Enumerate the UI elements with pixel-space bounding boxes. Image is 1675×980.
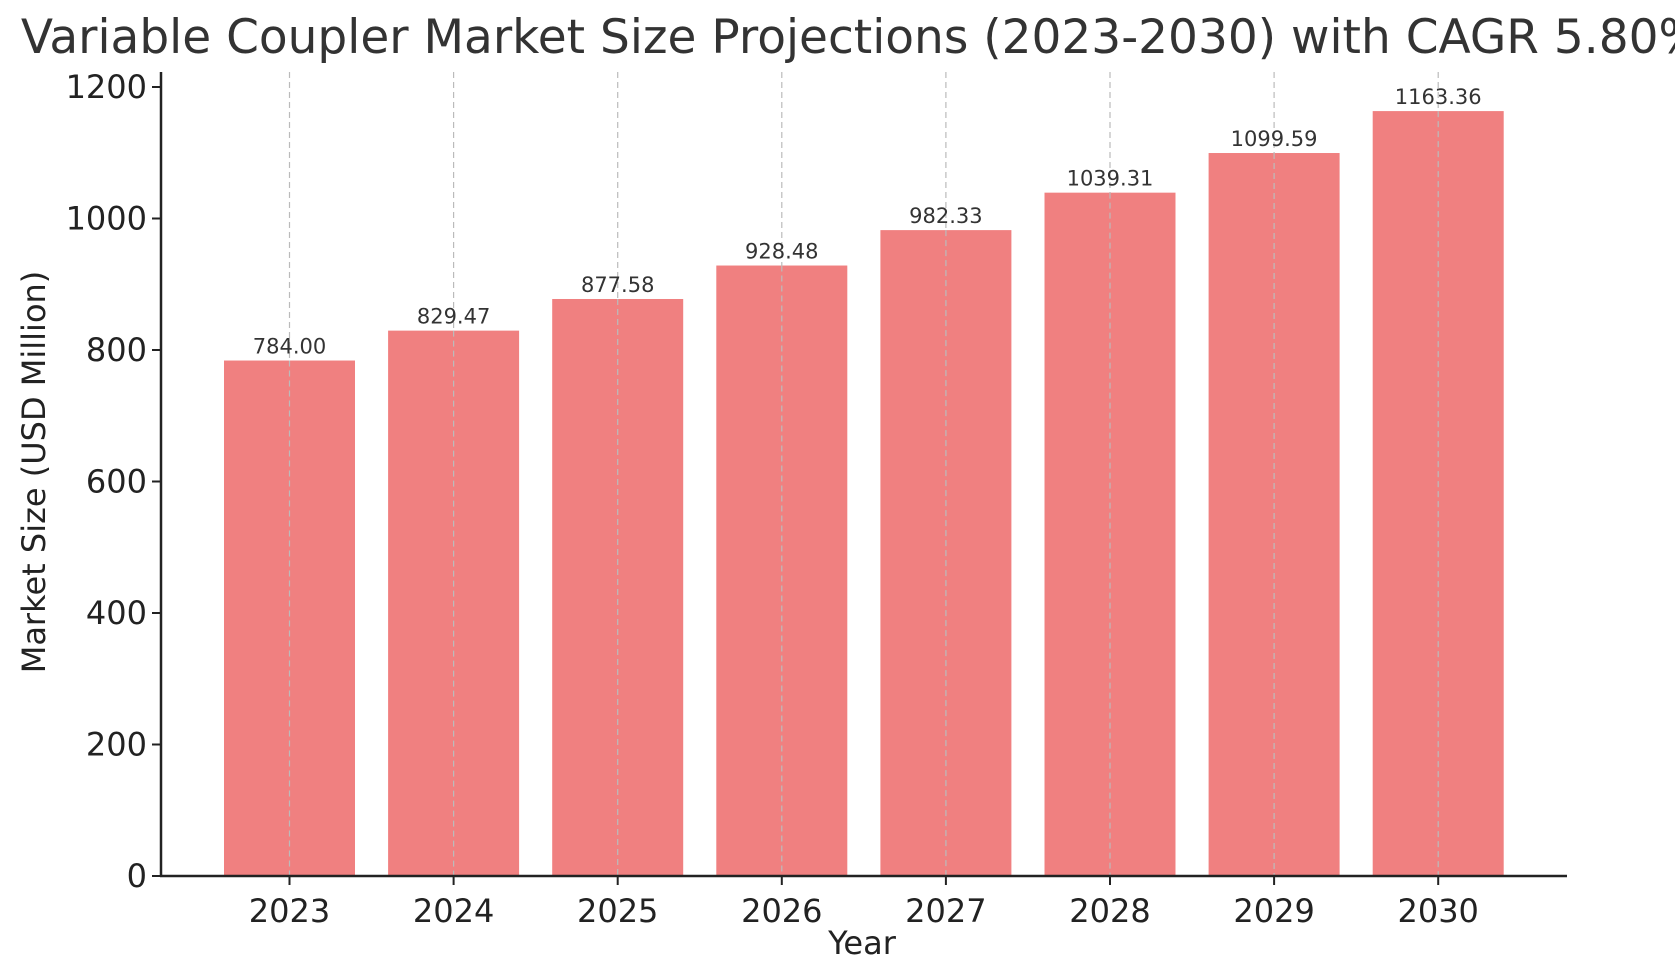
- y-tick-label-200: 200: [86, 726, 147, 764]
- x-tick-label-2028: 2028: [1069, 892, 1150, 930]
- x-tick-label-2029: 2029: [1233, 892, 1314, 930]
- x-tick-label-2024: 2024: [413, 892, 494, 930]
- x-tick-label-2025: 2025: [577, 892, 658, 930]
- y-tick-label-1200: 1200: [66, 68, 147, 106]
- x-tick-label-2026: 2026: [741, 892, 822, 930]
- y-axis-label: Market Size (USD Million): [15, 271, 53, 674]
- x-tick-label-2030: 2030: [1397, 892, 1478, 930]
- x-tick-label-2027: 2027: [905, 892, 986, 930]
- grid-lines-overlay: [288, 111, 1439, 876]
- data-label-2027: 982.33: [909, 204, 982, 228]
- chart-title: Variable Coupler Market Size Projections…: [21, 10, 1675, 65]
- data-label-2028: 1039.31: [1067, 167, 1154, 191]
- y-tick-label-400: 400: [86, 594, 147, 632]
- y-tick-label-800: 800: [86, 331, 147, 369]
- y-axis-ticks: 0 200 400 600 800 1000 1200: [66, 68, 161, 895]
- data-label-2025: 877.58: [581, 273, 654, 297]
- data-label-2024: 829.47: [417, 305, 490, 329]
- data-labels: 784.00 829.47 877.58 928.48 982.33 1039.31 109…: [253, 85, 1482, 358]
- y-tick-label-1000: 1000: [66, 200, 147, 238]
- data-label-2029: 1099.59: [1231, 127, 1318, 151]
- y-tick-label-0: 0: [127, 857, 147, 895]
- data-label-2026: 928.48: [745, 240, 818, 264]
- bar-2023: [224, 360, 355, 876]
- data-label-2023: 784.00: [253, 335, 326, 359]
- y-tick-label-600: 600: [86, 463, 147, 501]
- x-axis-ticks: 2023 2024 2025 2026 2027 2028 2029 2030: [249, 876, 1479, 930]
- bars: [224, 111, 1504, 876]
- data-label-2030: 1163.36: [1395, 85, 1482, 109]
- x-axis-label: Year: [827, 924, 897, 962]
- x-tick-label-2023: 2023: [249, 892, 330, 930]
